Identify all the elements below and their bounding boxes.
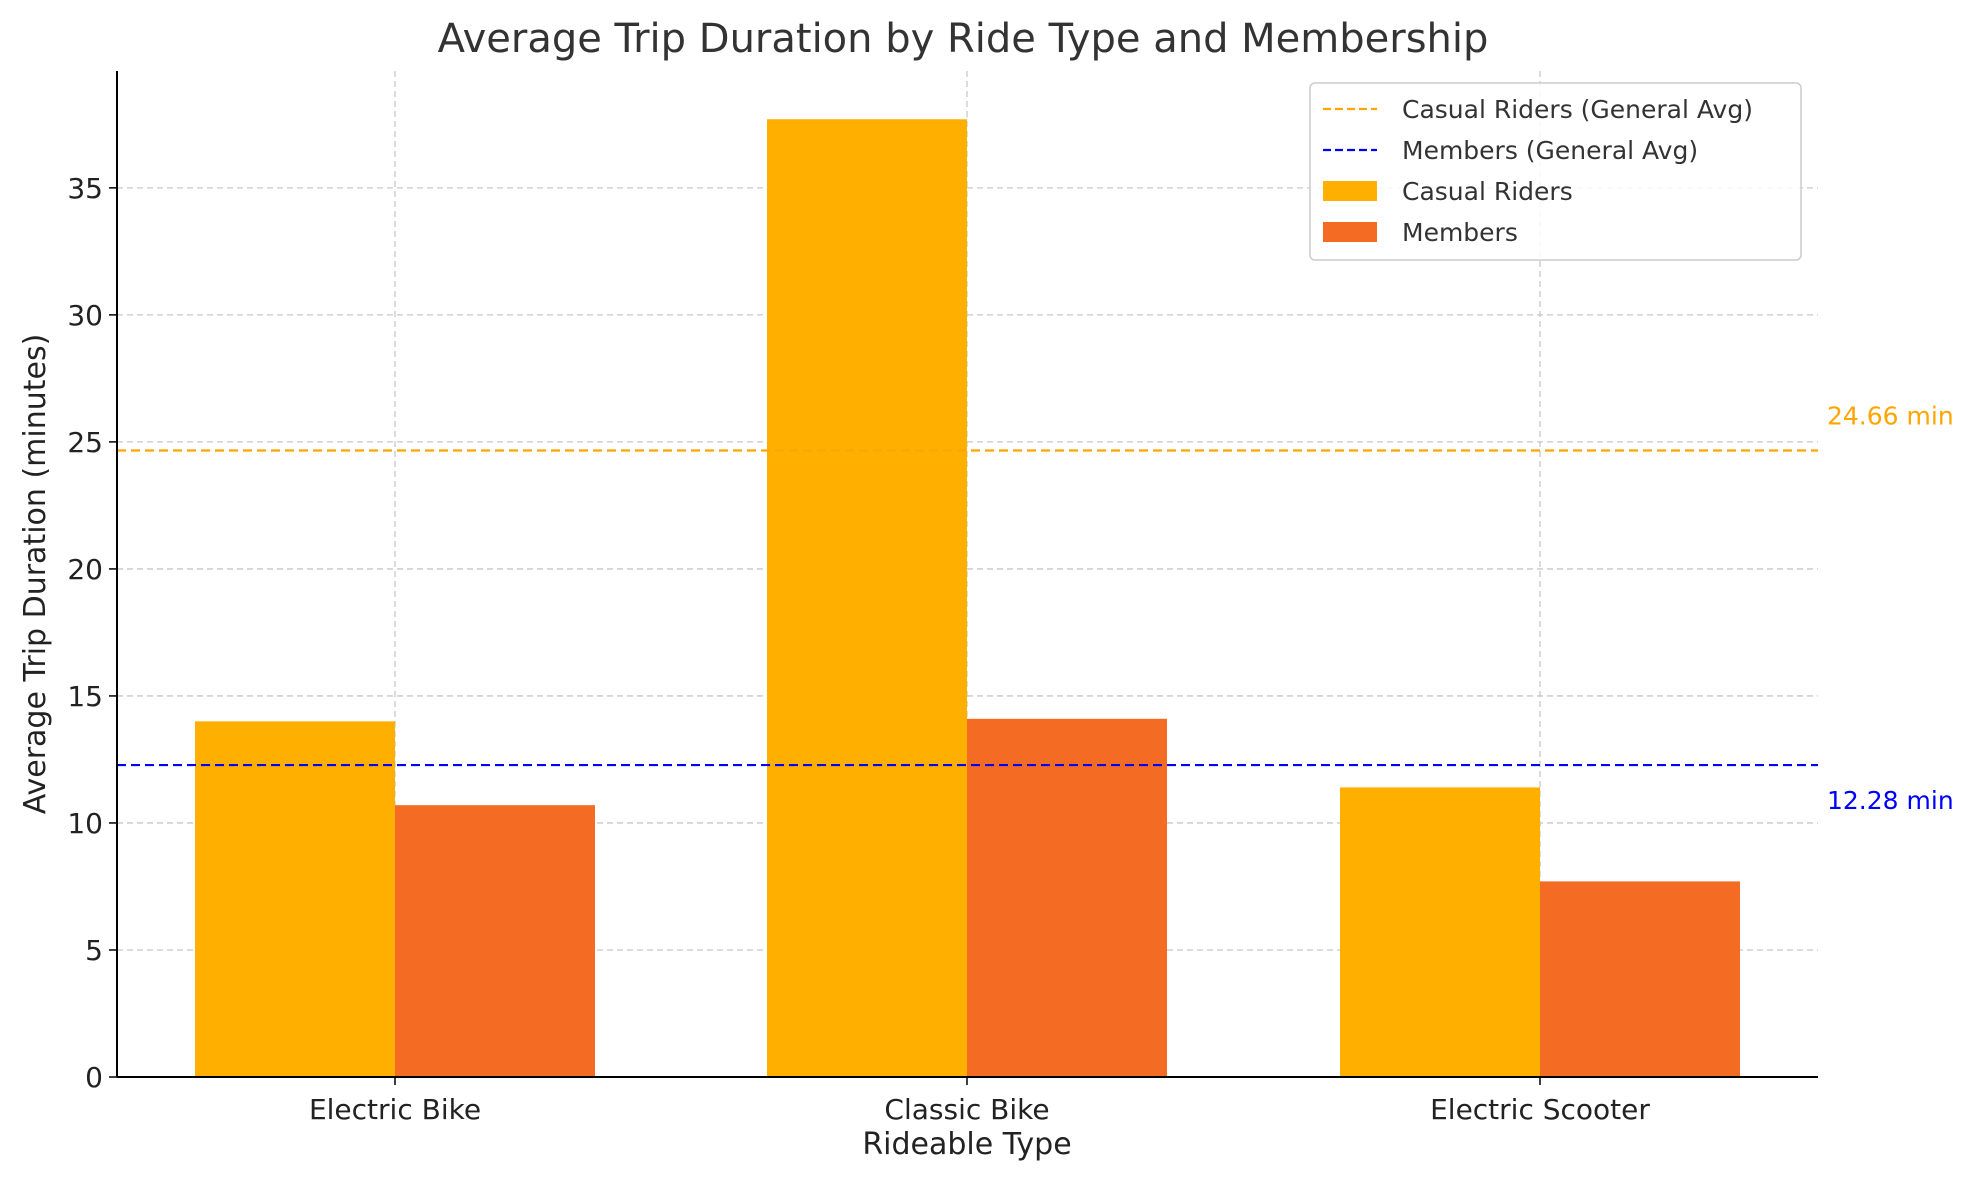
legend-box — [1309, 82, 1802, 261]
y-tick-label: 15 — [67, 680, 103, 713]
y-tick-label: 30 — [67, 299, 103, 332]
y-axis-label: Average Trip Duration (minutes) — [18, 334, 53, 815]
legend-label: Casual Riders (General Avg) — [1402, 95, 1753, 124]
y-tick-label: 35 — [67, 172, 103, 205]
ticks: 0 5 10 15 20 25 30 35 Electric Bike Classic Bike E… — [67, 172, 1650, 1126]
legend-swatch-bar — [1323, 181, 1377, 201]
y-tick-label: 20 — [67, 553, 103, 586]
y-tick-label: 25 — [67, 426, 103, 459]
x-tick-label: Electric Bike — [309, 1093, 481, 1126]
x-tick-label: Electric Scooter — [1430, 1093, 1650, 1126]
bar-casual-2 — [1340, 787, 1540, 1077]
y-tick-label: 0 — [85, 1061, 103, 1094]
legend-label: Casual Riders — [1402, 177, 1573, 206]
reference-label-0: 24.66 min — [1827, 402, 1954, 431]
legend-swatch-bar — [1323, 222, 1377, 242]
y-tick-label: 5 — [85, 934, 103, 967]
chart-title: Average Trip Duration by Ride Type and M… — [438, 16, 1489, 62]
reference-lines: 24.66 min 12.28 min — [117, 402, 1954, 815]
bar-members-0 — [395, 805, 595, 1077]
bar-casual-0 — [195, 721, 395, 1077]
x-tick-label: Classic Bike — [884, 1093, 1049, 1126]
bars — [195, 119, 1740, 1077]
bar-casual-1 — [767, 119, 967, 1077]
y-tick-label: 10 — [67, 807, 103, 840]
bar-members-2 — [1540, 881, 1740, 1077]
bar-members-1 — [967, 718, 1167, 1077]
legend-label: Members — [1402, 218, 1518, 247]
reference-label-1: 12.28 min — [1827, 786, 1954, 815]
legend: Casual Riders (General Avg) Members (Gene… — [1309, 82, 1802, 261]
legend-label: Members (General Avg) — [1402, 136, 1698, 165]
x-axis-label: Rideable Type — [862, 1127, 1071, 1162]
